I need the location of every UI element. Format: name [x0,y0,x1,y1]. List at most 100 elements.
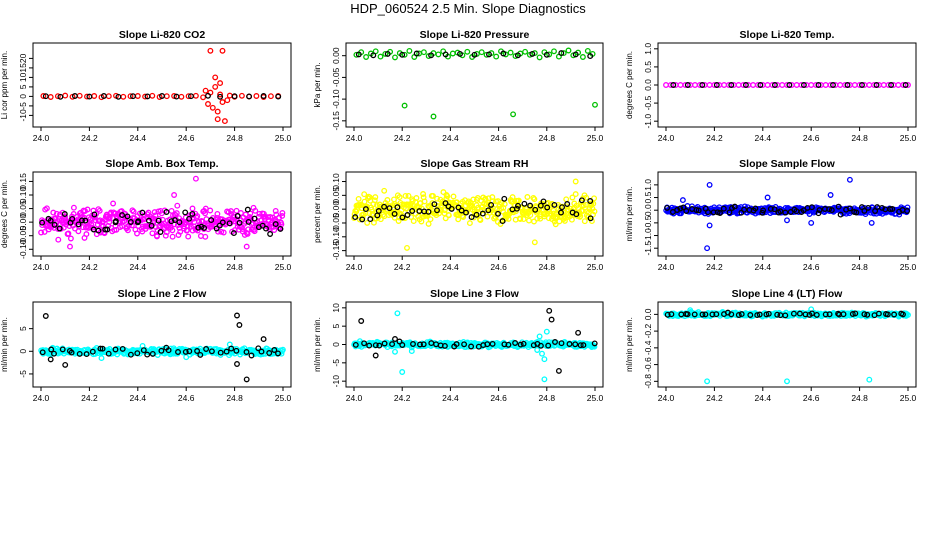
data-point [420,49,427,56]
data-point [392,348,398,355]
data-point [392,336,398,342]
panel-9: Slope Line 4 (LT) Flow 24.0 24.2 24.4 24.6 24… [625,288,917,403]
x-tick-label: 24.8 [539,393,556,403]
data-point [202,87,209,94]
data-point [113,226,120,233]
data-point [47,217,54,224]
data-point [591,195,598,202]
x-tick-label: 24.4 [442,262,459,272]
data-point [584,47,591,54]
data-point [104,226,111,233]
data-point [53,210,60,217]
data-point [865,204,872,211]
y-tick-label: 0.05 [18,200,28,217]
data-point [134,93,141,99]
data-point [369,211,376,217]
data-point [425,208,432,215]
data-point [434,195,441,202]
data-point [488,201,495,208]
data-point [861,311,868,318]
data-point [713,311,720,318]
data-point [194,227,201,234]
data-point [99,345,106,352]
data-point [38,229,45,236]
data-point [420,341,427,348]
data-point [267,231,274,237]
y-tick-label: -5 [331,359,341,367]
data-point [130,93,136,100]
data-point [144,93,151,100]
data-point [51,350,57,357]
y-tick-label: -0.6 [643,357,653,372]
data-point [86,93,93,100]
data-point [202,233,209,240]
data-point [209,104,216,111]
data-point [478,49,485,56]
data-point [498,200,505,206]
x-tick-label: 24.6 [490,393,507,403]
data-point [359,216,366,223]
x-tick-label: 24.8 [226,393,243,403]
data-point [62,92,69,99]
data-point [591,343,598,350]
data-point [663,82,669,88]
data-point [485,207,492,214]
data-point [184,223,191,229]
data-point [271,227,278,233]
x-tick-label: 24.6 [178,262,195,272]
data-point [896,211,903,218]
data-point [782,209,789,216]
data-point [54,93,61,100]
data-point [163,93,170,100]
series-all [353,47,598,120]
y-tick-label: 0.0 [643,308,653,320]
panel-title: Slope Li-820 CO2 [119,29,206,41]
x-tick-label: 24.4 [755,393,772,403]
data-point [726,209,733,216]
data-point [752,205,759,212]
y-tick-label: 1.0 [643,43,653,55]
y-tick-label: 20 [18,53,28,63]
x-tick-label: 24.2 [81,393,98,403]
y-tick-label: 0.00 [331,47,341,64]
data-point [275,350,281,357]
data-point [100,93,107,99]
data-point [252,207,259,214]
data-point [572,51,579,58]
x-tick-label: 25.0 [587,393,604,403]
data-point [448,205,455,212]
data-point [592,101,598,108]
data-point [394,310,401,317]
data-point [760,207,767,214]
data-point [352,341,359,348]
y-tick-label: 0 [331,342,341,347]
y-tick-label: -0.15 [331,241,341,261]
data-point [115,93,122,100]
data-point [767,205,774,212]
data-point [127,219,134,225]
x-tick-label: 24.2 [394,133,411,143]
data-point [895,82,902,88]
data-point [57,93,64,100]
data-point [546,307,553,314]
data-point [234,213,241,219]
data-point [815,210,822,217]
data-point [573,211,580,218]
data-point [691,311,698,318]
data-point [750,82,757,88]
y-tick-label: -0.5 [643,96,653,111]
data-point [693,207,700,213]
data-point [384,197,391,203]
data-point [434,207,440,214]
x-tick-label: 24.4 [755,262,772,272]
data-point [279,210,286,216]
data-point [228,208,234,215]
x-tick-label: 25.0 [900,262,917,272]
data-point [449,50,456,57]
data-point [194,348,201,354]
y-axis-label: ml/min per min. [625,187,634,242]
x-tick-label: 25.0 [587,262,604,272]
data-point [267,93,274,100]
x-tick-label: 24.2 [81,262,98,272]
data-point [793,82,800,88]
